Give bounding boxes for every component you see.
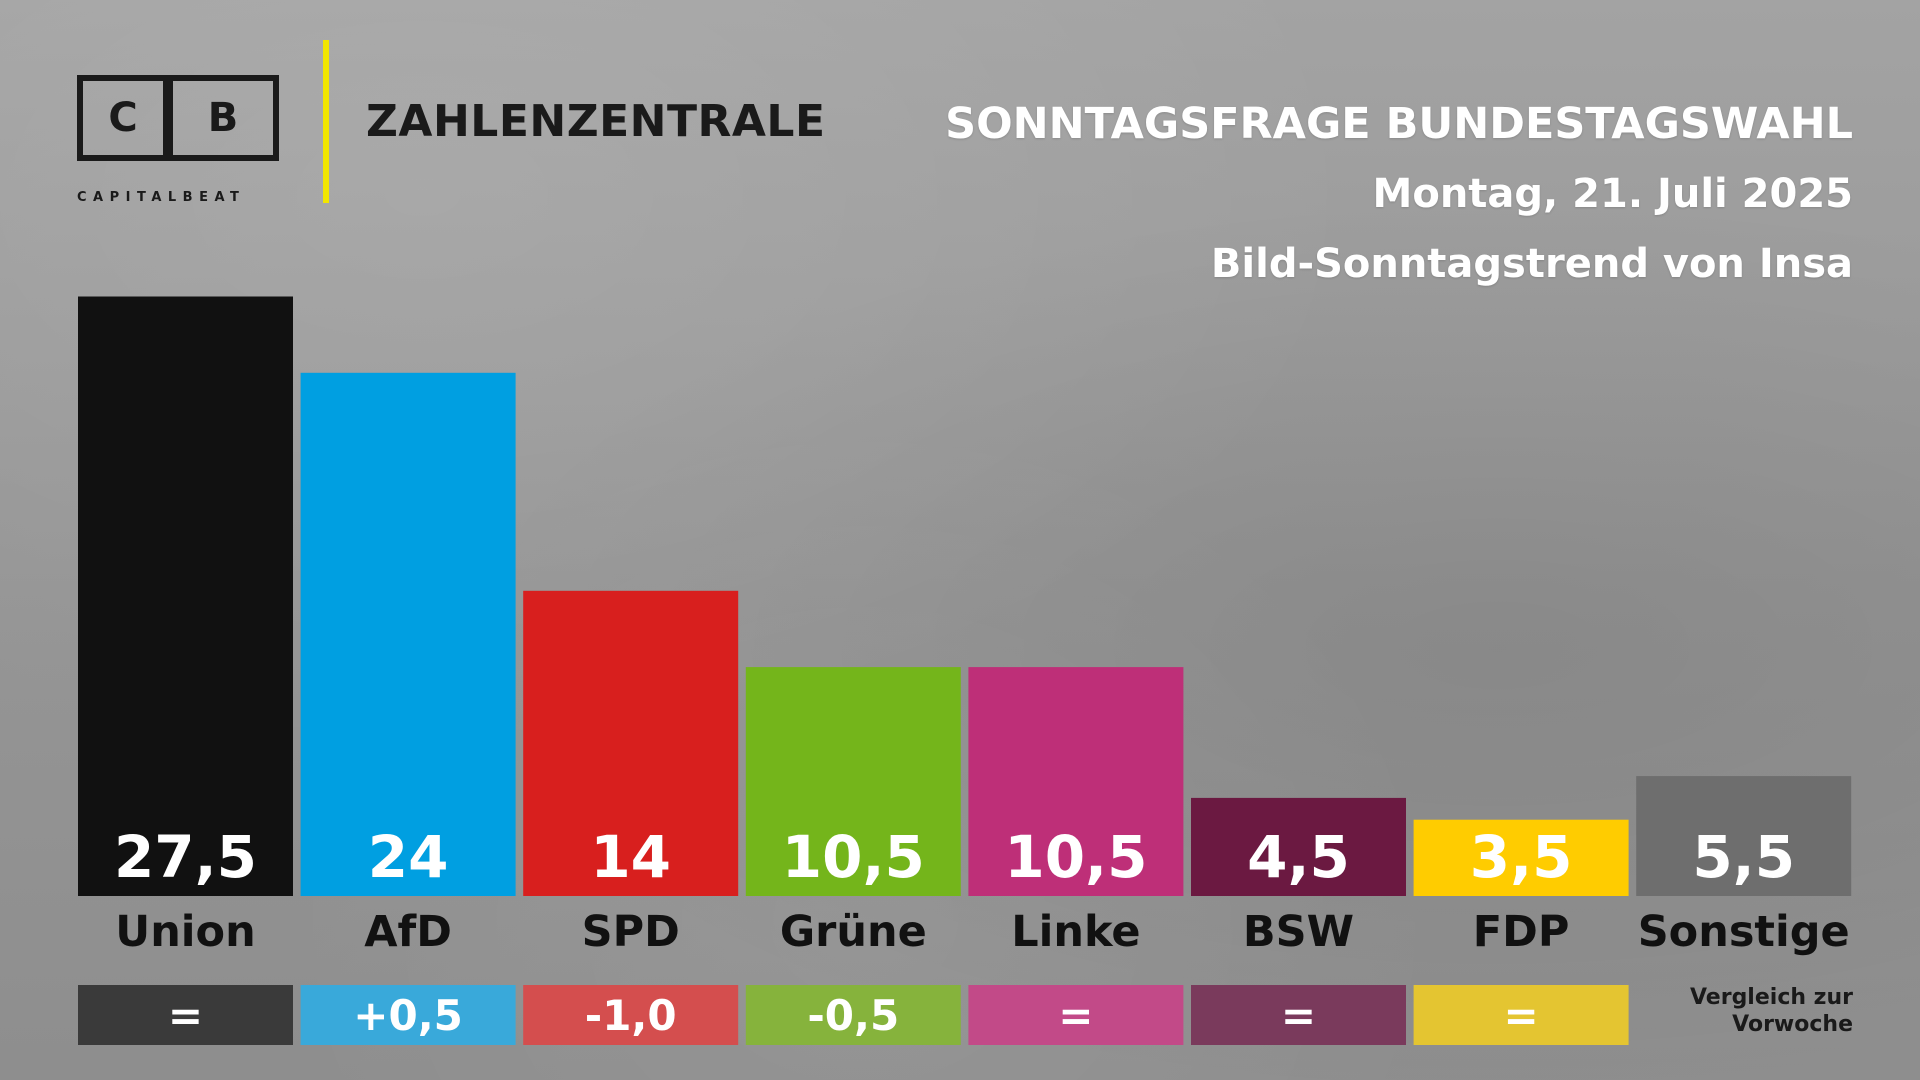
logo-wordmark: CAPITALBEAT <box>77 190 246 205</box>
bar-value-union: 27,5 <box>114 823 257 891</box>
bar-label-linke: Linke <box>1011 907 1140 957</box>
change-box-afd <box>300 985 516 1045</box>
bar-label-union: Union <box>115 907 255 957</box>
bar-value-afd: 24 <box>368 823 449 891</box>
comparison-note-line1: Vergleich zur <box>1689 985 1853 1010</box>
bar-gruene <box>745 667 961 896</box>
logo-letter-b: B <box>167 75 279 161</box>
change-box-union <box>78 985 293 1045</box>
bar-label-fdp: FDP <box>1473 907 1570 957</box>
bar-label-bsw: BSW <box>1243 907 1354 957</box>
logo-letter-c: C <box>77 75 169 161</box>
change-value-afd: +0,5 <box>353 991 463 1040</box>
comparison-note: Vergleich zur Vorwoche <box>1653 984 1853 1038</box>
chart-title: SONNTAGSFRAGE BUNDESTAGSWAHL <box>945 99 1853 149</box>
bar-value-bsw: 4,5 <box>1247 823 1350 891</box>
change-value-gruene: -0,5 <box>807 991 899 1040</box>
bar-union <box>78 296 293 896</box>
change-value-union: = <box>168 991 203 1040</box>
change-box-fdp <box>1413 985 1629 1045</box>
brand-title: ZAHLENZENTRALE <box>366 96 826 147</box>
chart-date: Montag, 21. Juli 2025 <box>1372 171 1853 217</box>
bar-value-linke: 10,5 <box>1004 823 1147 891</box>
change-box-bsw <box>1191 985 1406 1045</box>
bar-bsw <box>1191 797 1406 896</box>
bar-label-afd: AfD <box>364 907 452 957</box>
bar-label-sonstige: Sonstige <box>1638 907 1850 957</box>
chart-source: Bild-Sonntagstrend von Insa <box>1210 241 1853 287</box>
bar-value-spd: 14 <box>590 823 671 891</box>
change-box-gruene <box>745 985 961 1045</box>
bar-value-sonstige: 5,5 <box>1692 823 1795 891</box>
bar-fdp <box>1413 819 1629 896</box>
change-value-linke: = <box>1058 991 1093 1040</box>
bar-label-gruene: Grüne <box>780 907 927 957</box>
change-value-spd: -1,0 <box>585 991 677 1040</box>
change-box-spd <box>523 985 739 1045</box>
bar-linke <box>968 667 1184 896</box>
change-value-fdp: = <box>1503 991 1538 1040</box>
comparison-note-line2: Vorwoche <box>1732 1012 1853 1037</box>
accent-divider <box>323 40 329 203</box>
change-value-bsw: = <box>1281 991 1316 1040</box>
bar-value-gruene: 10,5 <box>782 823 925 891</box>
bar-spd <box>523 590 739 896</box>
bar-sonstige <box>1636 776 1852 896</box>
bar-label-spd: SPD <box>582 907 680 957</box>
change-box-linke <box>968 985 1184 1045</box>
bar-afd <box>300 372 516 896</box>
capitalbeat-logo: C B <box>77 75 279 167</box>
bar-value-fdp: 3,5 <box>1470 823 1573 891</box>
